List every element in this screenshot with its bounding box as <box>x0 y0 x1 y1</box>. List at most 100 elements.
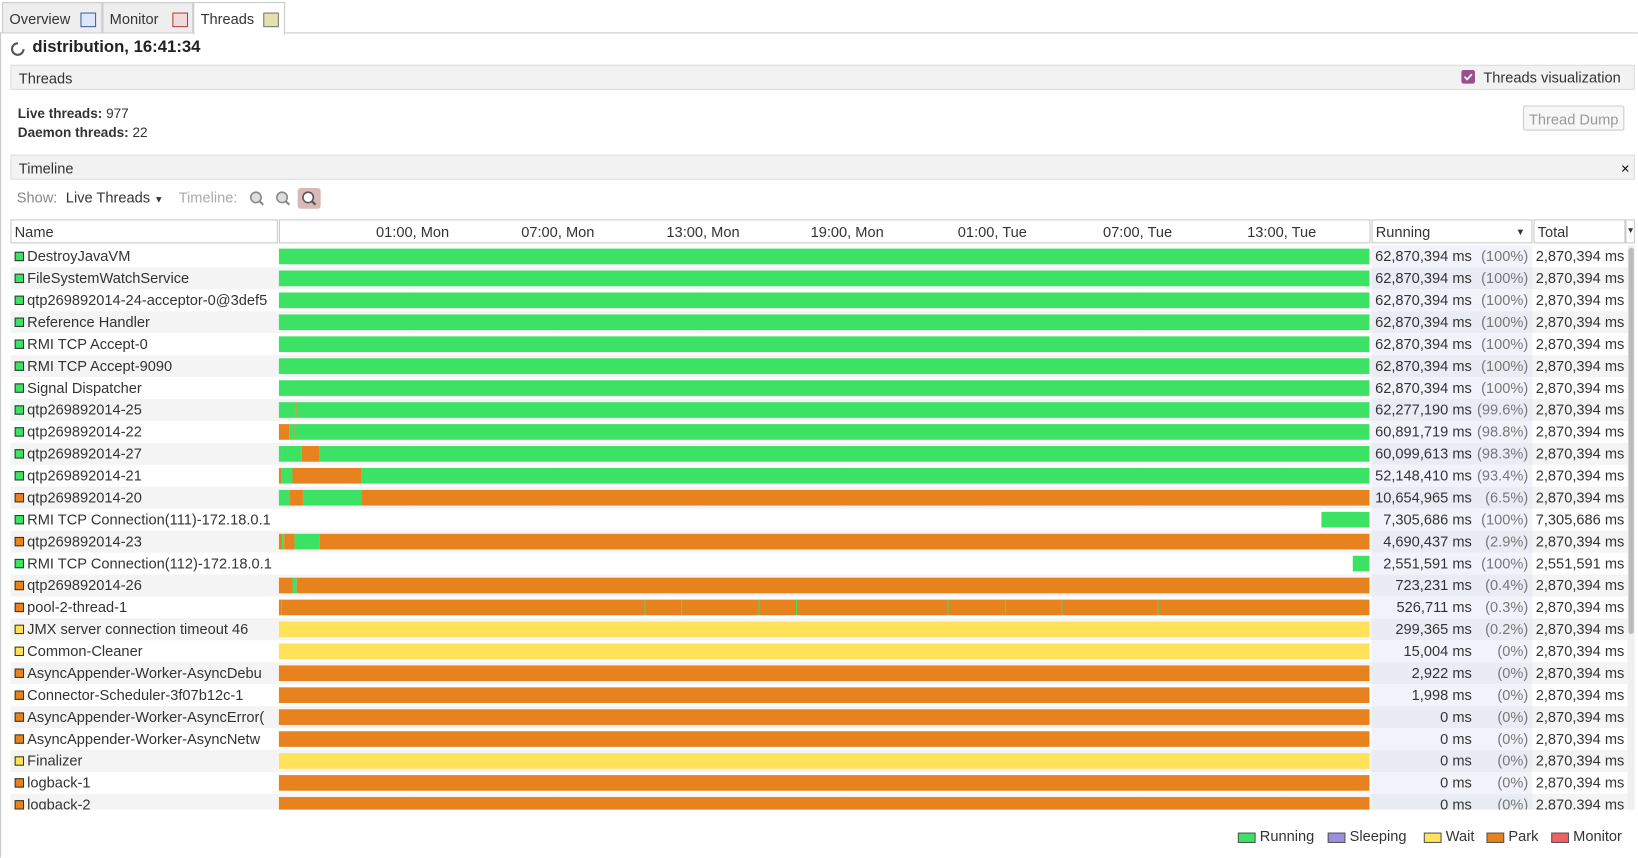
running-percent: (93.4%) <box>1477 466 1529 484</box>
thread-name: FileSystemWatchService <box>27 269 190 287</box>
tab[interactable]: Monitor <box>102 2 194 33</box>
column-header[interactable]: Name <box>10 219 278 244</box>
table-row[interactable]: pool-2-thread-1 526,711 ms (0.3%) 2,870,394… <box>10 596 1628 619</box>
total-value: 2,870,394 ms <box>1535 423 1625 440</box>
timeline-segment <box>278 336 1370 353</box>
timeline-segment <box>278 621 1370 638</box>
timeline-segment <box>278 402 296 418</box>
running-cell: 62,870,394 ms (100%) <box>1371 289 1533 312</box>
tab-label[interactable]: Monitor <box>109 10 159 28</box>
running-percent: (0%) <box>1497 642 1529 660</box>
table-row[interactable]: qtp269892014-20 10,654,965 ms (6.5%) 2,870,… <box>10 486 1628 509</box>
legend-label: Monitor <box>1573 827 1622 845</box>
thread-name: RMI TCP Accept-0 <box>27 335 148 353</box>
tab-selected[interactable]: Threads <box>193 2 286 35</box>
table-row[interactable]: qtp269892014-23 4,690,437 ms (2.9%) 2,870,3… <box>10 530 1628 553</box>
table-row[interactable]: qtp269892014-27 60,099,613 ms (98.3%) 2,870… <box>10 442 1628 465</box>
tab-icon <box>80 12 97 28</box>
name-cell: AsyncAppender-Worker-AsyncDebu <box>10 662 277 684</box>
button[interactable]: Thread Dump <box>1523 105 1625 131</box>
checkbox[interactable] <box>1461 69 1475 84</box>
legend-label: Wait <box>1445 827 1475 845</box>
table-row[interactable]: RMI TCP Connection(112)-172.18.0.1 2,551,… <box>10 552 1628 575</box>
state-icon <box>14 734 25 744</box>
table-row[interactable]: FileSystemWatchService 62,870,394 ms (100%… <box>10 267 1628 290</box>
timeline-segment <box>278 446 283 462</box>
column-title[interactable]: Running <box>1375 223 1431 241</box>
close-button[interactable]: × <box>1621 159 1630 177</box>
column-title[interactable]: Total <box>1537 223 1569 241</box>
dropdown[interactable]: Live Threads ▼ <box>66 189 164 206</box>
running-percent: (99.6%) <box>1477 401 1529 418</box>
table-row[interactable]: qtp269892014-24-acceptor-0@3def5 62,870,3… <box>10 289 1628 312</box>
running-value: 62,870,394 ms <box>1375 379 1472 396</box>
column-header[interactable]: Total <box>1533 219 1626 244</box>
table-row[interactable]: AsyncAppender-Worker-AsyncNetw 0 ms (0%) 2,… <box>10 728 1628 751</box>
table-row[interactable]: qtp269892014-22 60,891,719 ms (98.8%) 2,870… <box>10 420 1628 443</box>
running-value: 15,004 ms <box>1403 642 1472 660</box>
section-header: Threads <box>10 64 1635 90</box>
table-row[interactable]: Signal Dispatcher 62,870,394 ms (100%) 2,87… <box>10 377 1628 400</box>
name-cell: JMX server connection timeout 46 <box>10 618 277 640</box>
timeline-segment <box>278 775 1370 791</box>
thread-name: qtp269892014-26 <box>27 576 142 594</box>
thread-name: qtp269892014-20 <box>27 488 142 506</box>
zoom-out[interactable] <box>276 191 291 206</box>
legend-swatch <box>1327 832 1346 843</box>
scroll-thumb[interactable] <box>1628 247 1634 635</box>
table-row[interactable]: RMI TCP Connection(111)-172.18.0.1 7,305,… <box>10 508 1628 531</box>
table-row[interactable]: Common-Cleaner 15,004 ms (0%) 2,870,394 ms <box>10 640 1628 663</box>
table-row[interactable]: qtp269892014-25 62,277,190 ms (99.6%) 2,870… <box>10 399 1628 421</box>
total-value: 2,870,394 ms <box>1535 291 1625 309</box>
zoom-in[interactable] <box>249 191 264 206</box>
running-cell: 62,870,394 ms (100%) <box>1371 355 1533 378</box>
tab-label[interactable]: Threads <box>200 10 255 28</box>
running-value: 0 ms <box>1440 774 1472 791</box>
column-menu[interactable]: ▼ <box>1625 219 1635 244</box>
table-row[interactable]: DestroyJavaVM 62,870,394 ms (100%) 2,870,39… <box>10 245 1628 268</box>
total-value: 2,870,394 ms <box>1535 774 1625 791</box>
timeline-segment <box>295 402 297 418</box>
thread-name: qtp269892014-27 <box>27 444 142 462</box>
running-value: 0 ms <box>1440 730 1472 747</box>
table-row[interactable]: JMX server connection timeout 46 299,365 … <box>10 618 1628 641</box>
total-value: 2,870,394 ms <box>1535 532 1625 550</box>
tab[interactable]: Overview <box>2 2 103 33</box>
table-row[interactable]: qtp269892014-26 723,231 ms (0.4%) 2,870,394… <box>10 574 1628 597</box>
running-value: 10,654,965 ms <box>1375 488 1472 506</box>
thread-name: RMI TCP Accept-9090 <box>27 357 173 374</box>
tab-label[interactable]: Overview <box>9 10 71 28</box>
table-row[interactable]: logback-1 0 ms (0%) 2,870,394 ms <box>10 771 1628 794</box>
table-row[interactable]: RMI TCP Accept-9090 62,870,394 ms (100%) 2,… <box>10 355 1628 378</box>
table-row[interactable]: RMI TCP Accept-0 62,870,394 ms (100%) 2,870… <box>10 333 1628 356</box>
thread-name: pool-2-thread-1 <box>27 598 128 616</box>
state-icon <box>14 339 25 349</box>
table-row[interactable]: AsyncAppender-Worker-AsyncError(0 ms (0%)… <box>10 706 1628 729</box>
table-row[interactable]: logback-2 0 ms (0%) 2,870,394 ms <box>10 793 1628 810</box>
timeline-segment <box>278 467 281 484</box>
table-row[interactable]: Reference Handler 62,870,394 ms (100%) 2,87… <box>10 311 1628 334</box>
timeline-segment <box>278 753 1370 769</box>
live-threads: Live threads: 977 <box>18 106 129 122</box>
column-header[interactable]: Running ▼ <box>1371 219 1533 244</box>
name-cell: FileSystemWatchService <box>10 267 277 289</box>
dropdown-value[interactable]: Live Threads <box>65 189 151 206</box>
running-cell: 62,870,394 ms (100%) <box>1371 267 1533 290</box>
thread-name: qtp269892014-25 <box>27 401 142 418</box>
zoom-fit[interactable] <box>297 188 321 209</box>
column-title[interactable]: Name <box>14 223 54 241</box>
scrollbar[interactable] <box>1627 245 1635 810</box>
timeline-segment <box>292 467 362 484</box>
table-row[interactable]: Connector-Scheduler-3f07b12c-1 1,998 ms (0… <box>10 684 1628 707</box>
running-value: 299,365 ms <box>1395 620 1472 638</box>
table-row[interactable]: AsyncAppender-Worker-AsyncDebu 2,922 ms (0… <box>10 662 1628 685</box>
total-value: 2,870,394 ms <box>1535 488 1625 506</box>
running-cell: 62,870,394 ms (100%) <box>1371 377 1533 400</box>
checkbox-label[interactable]: Threads visualization <box>1483 68 1621 86</box>
timeline-segment <box>278 797 1370 810</box>
table-row[interactable]: qtp269892014-21 52,148,410 ms (93.4%) 2,870… <box>10 464 1628 487</box>
table-row[interactable]: Finalizer 0 ms (0%) 2,870,394 ms <box>10 750 1628 772</box>
thread-name: DestroyJavaVM <box>27 247 131 265</box>
legend-swatch <box>1423 832 1442 843</box>
running-percent: (100%) <box>1481 269 1529 287</box>
